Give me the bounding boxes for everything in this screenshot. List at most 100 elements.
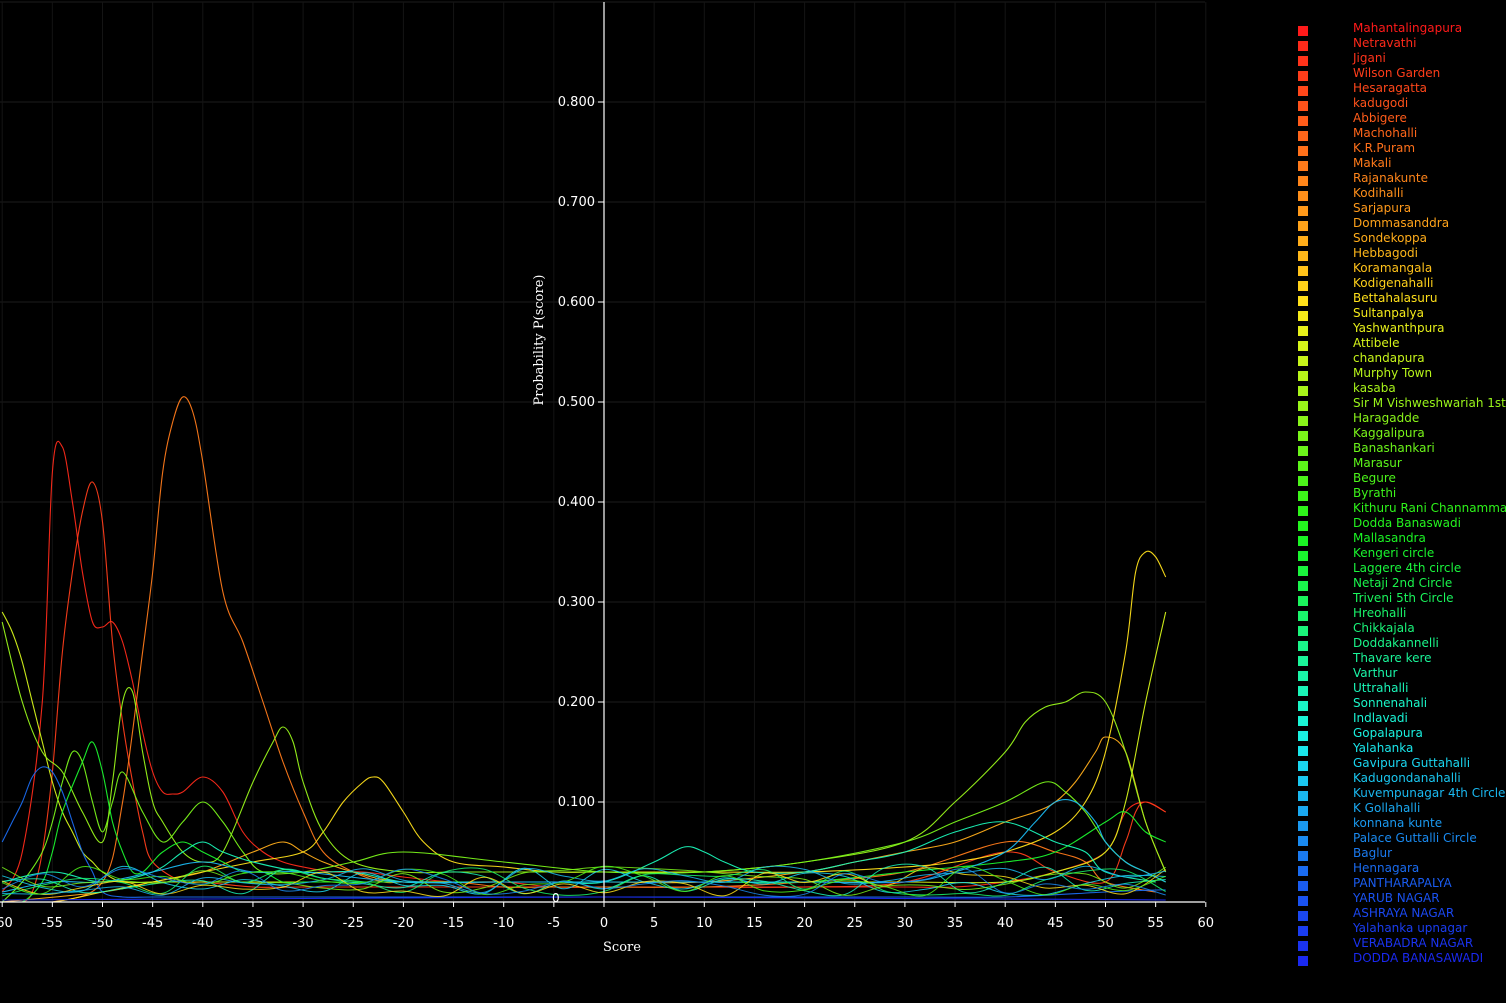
legend-label: Sonnenahali (1353, 696, 1428, 710)
legend-swatch (1298, 446, 1308, 456)
legend-swatch (1298, 386, 1308, 396)
legend-item: Palace Guttalli Circle (1290, 831, 1506, 846)
legend-swatch (1298, 206, 1308, 216)
x-tick-label: 20 (796, 916, 813, 931)
legend-swatch (1298, 221, 1308, 231)
legend-label: K.R.Puram (1353, 141, 1416, 155)
x-tick-label: 60 (1198, 916, 1215, 931)
legend-item: Uttrahalli (1290, 681, 1506, 696)
legend-item: Attibele (1290, 336, 1506, 351)
legend-swatch (1298, 131, 1308, 141)
y-tick-label: 0.500 (558, 395, 595, 410)
legend-label: Mahantalingapura (1353, 21, 1463, 35)
legend-swatch (1298, 686, 1308, 696)
legend-swatch (1298, 116, 1308, 126)
legend-item: Sir M Vishweshwariah 1st (1290, 396, 1506, 411)
legend-label: Attibele (1353, 336, 1400, 350)
legend-item: Yashwanthpura (1290, 321, 1506, 336)
legend-label: Kithuru Rani Channamma (1353, 501, 1506, 515)
legend-item: Hebbagodi (1290, 246, 1506, 261)
legend-item: Baglur (1290, 846, 1506, 861)
legend-swatch (1298, 746, 1308, 756)
x-tick-label: -35 (242, 916, 263, 931)
x-tick-label: -55 (42, 916, 63, 931)
legend-label: Marasur (1353, 456, 1402, 470)
legend-item: Mahantalingapura (1290, 21, 1506, 36)
legend-swatch (1298, 86, 1308, 96)
legend-swatch (1298, 656, 1308, 666)
x-tick-label: 45 (1047, 916, 1064, 931)
legend-item: Wilson Garden (1290, 66, 1506, 81)
legend-item: Indlavadi (1290, 711, 1506, 726)
legend-swatch (1298, 401, 1308, 411)
legend-item: Netaji 2nd Circle (1290, 576, 1506, 591)
legend-label: Varthur (1353, 666, 1398, 680)
legend-swatch (1298, 941, 1308, 951)
legend-item: Hesaragatta (1290, 81, 1506, 96)
background-series-line (2, 867, 1166, 897)
legend-swatch (1298, 266, 1308, 276)
legend-swatch (1298, 191, 1308, 201)
legend-swatch (1298, 176, 1308, 186)
legend-label: Murphy Town (1353, 366, 1433, 380)
legend-swatch (1298, 371, 1308, 381)
legend-item: Dommasanddra (1290, 216, 1506, 231)
legend-item: VERABADRA NAGAR (1290, 936, 1506, 951)
legend-label: K Gollahalli (1353, 801, 1421, 815)
legend-label: Sultanpalya (1353, 306, 1424, 320)
x-tick-label: 25 (846, 916, 863, 931)
legend-swatch (1298, 521, 1308, 531)
series-line (2, 396, 1156, 903)
legend-swatch (1298, 611, 1308, 621)
legend-label: Abbigere (1353, 111, 1407, 125)
legend-item: Mallasandra (1290, 531, 1506, 546)
legend-label: konnana kunte (1353, 816, 1443, 830)
legend-item: kadugodi (1290, 96, 1506, 111)
legend-swatch (1298, 596, 1308, 606)
legend-label: Palace Guttalli Circle (1353, 831, 1477, 845)
legend-item: Kuvempunagar 4th Circle (1290, 786, 1506, 801)
legend-swatch (1298, 461, 1308, 471)
legend-item: Hreohalli (1290, 606, 1506, 621)
legend-label: Chikkajala (1353, 621, 1415, 635)
legend-label: Kuvempunagar 4th Circle (1353, 786, 1506, 800)
legend-swatch (1298, 56, 1308, 66)
legend-label: Yalahanka (1353, 741, 1414, 755)
x-tick-label: -15 (443, 916, 464, 931)
legend-label: Thavare kere (1353, 651, 1432, 665)
legend-swatch (1298, 926, 1308, 936)
legend-label: Gopalapura (1353, 726, 1423, 740)
legend-label: Banashankari (1353, 441, 1435, 455)
axes: 0 Score Probability P(score) (0, 2, 1205, 955)
legend-item: Rajanakunte (1290, 171, 1506, 186)
legend-item: Sarjapura (1290, 201, 1506, 216)
legend-swatch (1298, 911, 1308, 921)
legend-label: Koramangala (1353, 261, 1433, 275)
legend-label: Triveni 5th Circle (1353, 591, 1454, 605)
x-tick-label: 0 (600, 916, 608, 931)
legend-label: Baglur (1353, 846, 1393, 860)
legend-label: Kaggalipura (1353, 426, 1425, 440)
legend-label: PANTHARAPALYA (1353, 876, 1452, 890)
legend-item: K.R.Puram (1290, 141, 1506, 156)
background-series-line (2, 865, 1166, 896)
x-tick-label: 50 (1097, 916, 1114, 931)
legend-item: Abbigere (1290, 111, 1506, 126)
legend-swatch (1298, 491, 1308, 501)
legend-swatch (1298, 566, 1308, 576)
legend-item: Banashankari (1290, 441, 1506, 456)
y-tick-label: 0.400 (558, 495, 595, 510)
legend-swatch (1298, 161, 1308, 171)
legend-swatch (1298, 671, 1308, 681)
legend-label: kasaba (1353, 381, 1396, 395)
x-tick-label: -45 (142, 916, 163, 931)
legend-item: Murphy Town (1290, 366, 1506, 381)
y-axis-label: Probability P(score) (532, 275, 547, 406)
legend-swatch (1298, 641, 1308, 651)
legend-item: Laggere 4th circle (1290, 561, 1506, 576)
x-tick-label: 30 (897, 916, 914, 931)
legend-label: Begure (1353, 471, 1396, 485)
legend-swatch (1298, 716, 1308, 726)
legend-item: Byrathi (1290, 486, 1506, 501)
